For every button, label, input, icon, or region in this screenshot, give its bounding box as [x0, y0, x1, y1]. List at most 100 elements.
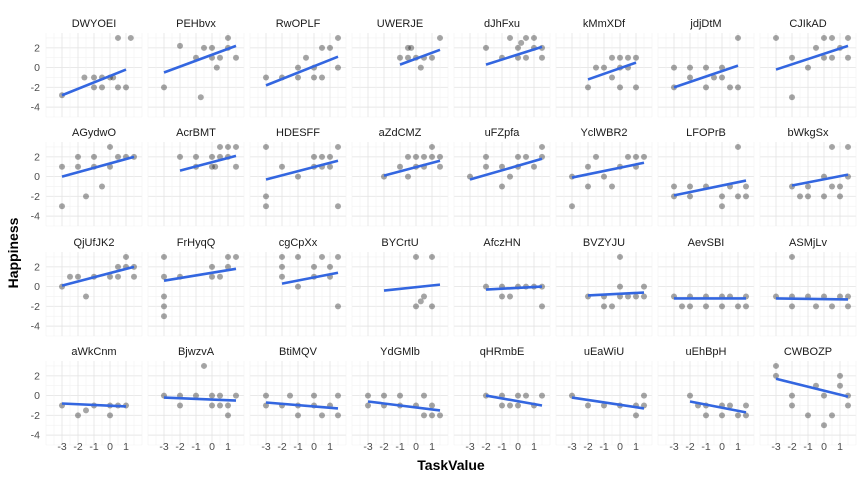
- fit-line: [485, 394, 543, 407]
- data-point: [217, 392, 223, 399]
- data-point: [837, 372, 843, 379]
- facet-label: jdjDtM: [689, 18, 721, 30]
- data-point: [837, 193, 843, 200]
- data-point: [365, 392, 371, 399]
- fit-line: [383, 283, 441, 292]
- data-point: [609, 303, 615, 310]
- data-point: [161, 84, 167, 91]
- data-point: [773, 372, 779, 379]
- facet-label: RwOPLF: [276, 18, 321, 30]
- data-point: [335, 34, 341, 41]
- data-point: [279, 273, 285, 280]
- facet-label: AGydwO: [72, 127, 116, 139]
- data-point: [609, 54, 615, 61]
- data-point: [845, 34, 851, 41]
- data-point: [507, 173, 513, 180]
- data-point: [397, 163, 403, 170]
- data-point: [735, 143, 741, 150]
- data-point: [617, 283, 623, 290]
- facet-label: aWkCnm: [71, 346, 116, 358]
- data-point: [233, 163, 239, 170]
- data-point: [601, 64, 607, 71]
- data-point: [703, 412, 709, 419]
- data-point: [515, 392, 521, 399]
- data-point: [177, 402, 183, 409]
- fit-line: [775, 377, 849, 398]
- y-axis: -4 -2 0 2 -4 -2 0 2 -4 -2 0 2 -4 -2 0 2: [31, 42, 41, 441]
- panel-grid: [657, 252, 755, 337]
- panel-grid: [657, 361, 755, 446]
- data-point: [91, 84, 97, 91]
- fit-line: [61, 265, 135, 287]
- x-tick-label: -1: [701, 441, 710, 453]
- data-point: [743, 193, 749, 200]
- data-point: [263, 392, 269, 399]
- data-point: [585, 402, 591, 409]
- data-point: [91, 153, 97, 160]
- data-point: [279, 253, 285, 260]
- data-point: [821, 422, 827, 429]
- data-point: [327, 44, 333, 51]
- data-point: [679, 303, 685, 310]
- data-point: [845, 293, 851, 300]
- data-point: [107, 163, 113, 170]
- panel-grid: [147, 361, 245, 446]
- data-point: [523, 34, 529, 41]
- facet-panel: qHRmbE: [453, 346, 551, 446]
- data-point: [335, 143, 341, 150]
- data-point: [641, 153, 647, 160]
- fit-line: [163, 44, 237, 74]
- data-point: [417, 298, 424, 305]
- data-point: [671, 183, 677, 190]
- data-point: [845, 303, 851, 310]
- facet-panel: aZdCMZ: [351, 127, 449, 227]
- data-point: [405, 173, 411, 180]
- data-point: [295, 64, 301, 71]
- x-tick-label: 1: [327, 441, 333, 453]
- data-point: [539, 303, 545, 310]
- data-point: [539, 54, 545, 61]
- data-point: [569, 203, 575, 210]
- data-point: [115, 153, 121, 160]
- facet-label: HDESFF: [276, 127, 320, 139]
- x-tick-label: -3: [465, 441, 474, 453]
- x-tick-label: -1: [803, 441, 812, 453]
- data-point: [225, 143, 231, 150]
- data-point: [75, 163, 81, 170]
- x-tick-label: 0: [617, 441, 623, 453]
- fit-line: [775, 44, 849, 71]
- data-point: [515, 44, 521, 51]
- y-tick-label: 2: [34, 42, 40, 54]
- x-tick-label: -2: [73, 441, 82, 453]
- data-point: [641, 392, 647, 399]
- panel-grid: [453, 361, 551, 446]
- data-point: [209, 44, 215, 51]
- data-point: [429, 54, 435, 61]
- y-tick-label: -4: [31, 211, 40, 223]
- data-point: [735, 303, 741, 310]
- data-point: [845, 402, 851, 409]
- data-point: [837, 293, 843, 300]
- data-point: [397, 54, 403, 61]
- data-point: [263, 203, 269, 210]
- data-point: [633, 153, 639, 160]
- data-point: [233, 392, 239, 399]
- facet-panel: QjUfJK2: [45, 237, 143, 337]
- data-point: [515, 402, 521, 409]
- data-point: [601, 173, 607, 180]
- x-tick-label: -3: [261, 441, 270, 453]
- data-point: [413, 153, 419, 160]
- data-point: [805, 64, 811, 71]
- x-tick-label: -3: [159, 441, 168, 453]
- data-point: [829, 303, 835, 310]
- panel-grid: [351, 252, 449, 337]
- panel-grid: [453, 33, 551, 118]
- data-point: [805, 183, 811, 190]
- data-point: [585, 163, 591, 170]
- x-tick-label: -1: [293, 441, 302, 453]
- x-tick-label: -3: [771, 441, 780, 453]
- data-point: [507, 402, 513, 409]
- fit-line: [571, 396, 645, 410]
- x-tick-label: 0: [719, 441, 725, 453]
- x-tick-label: 0: [209, 441, 215, 453]
